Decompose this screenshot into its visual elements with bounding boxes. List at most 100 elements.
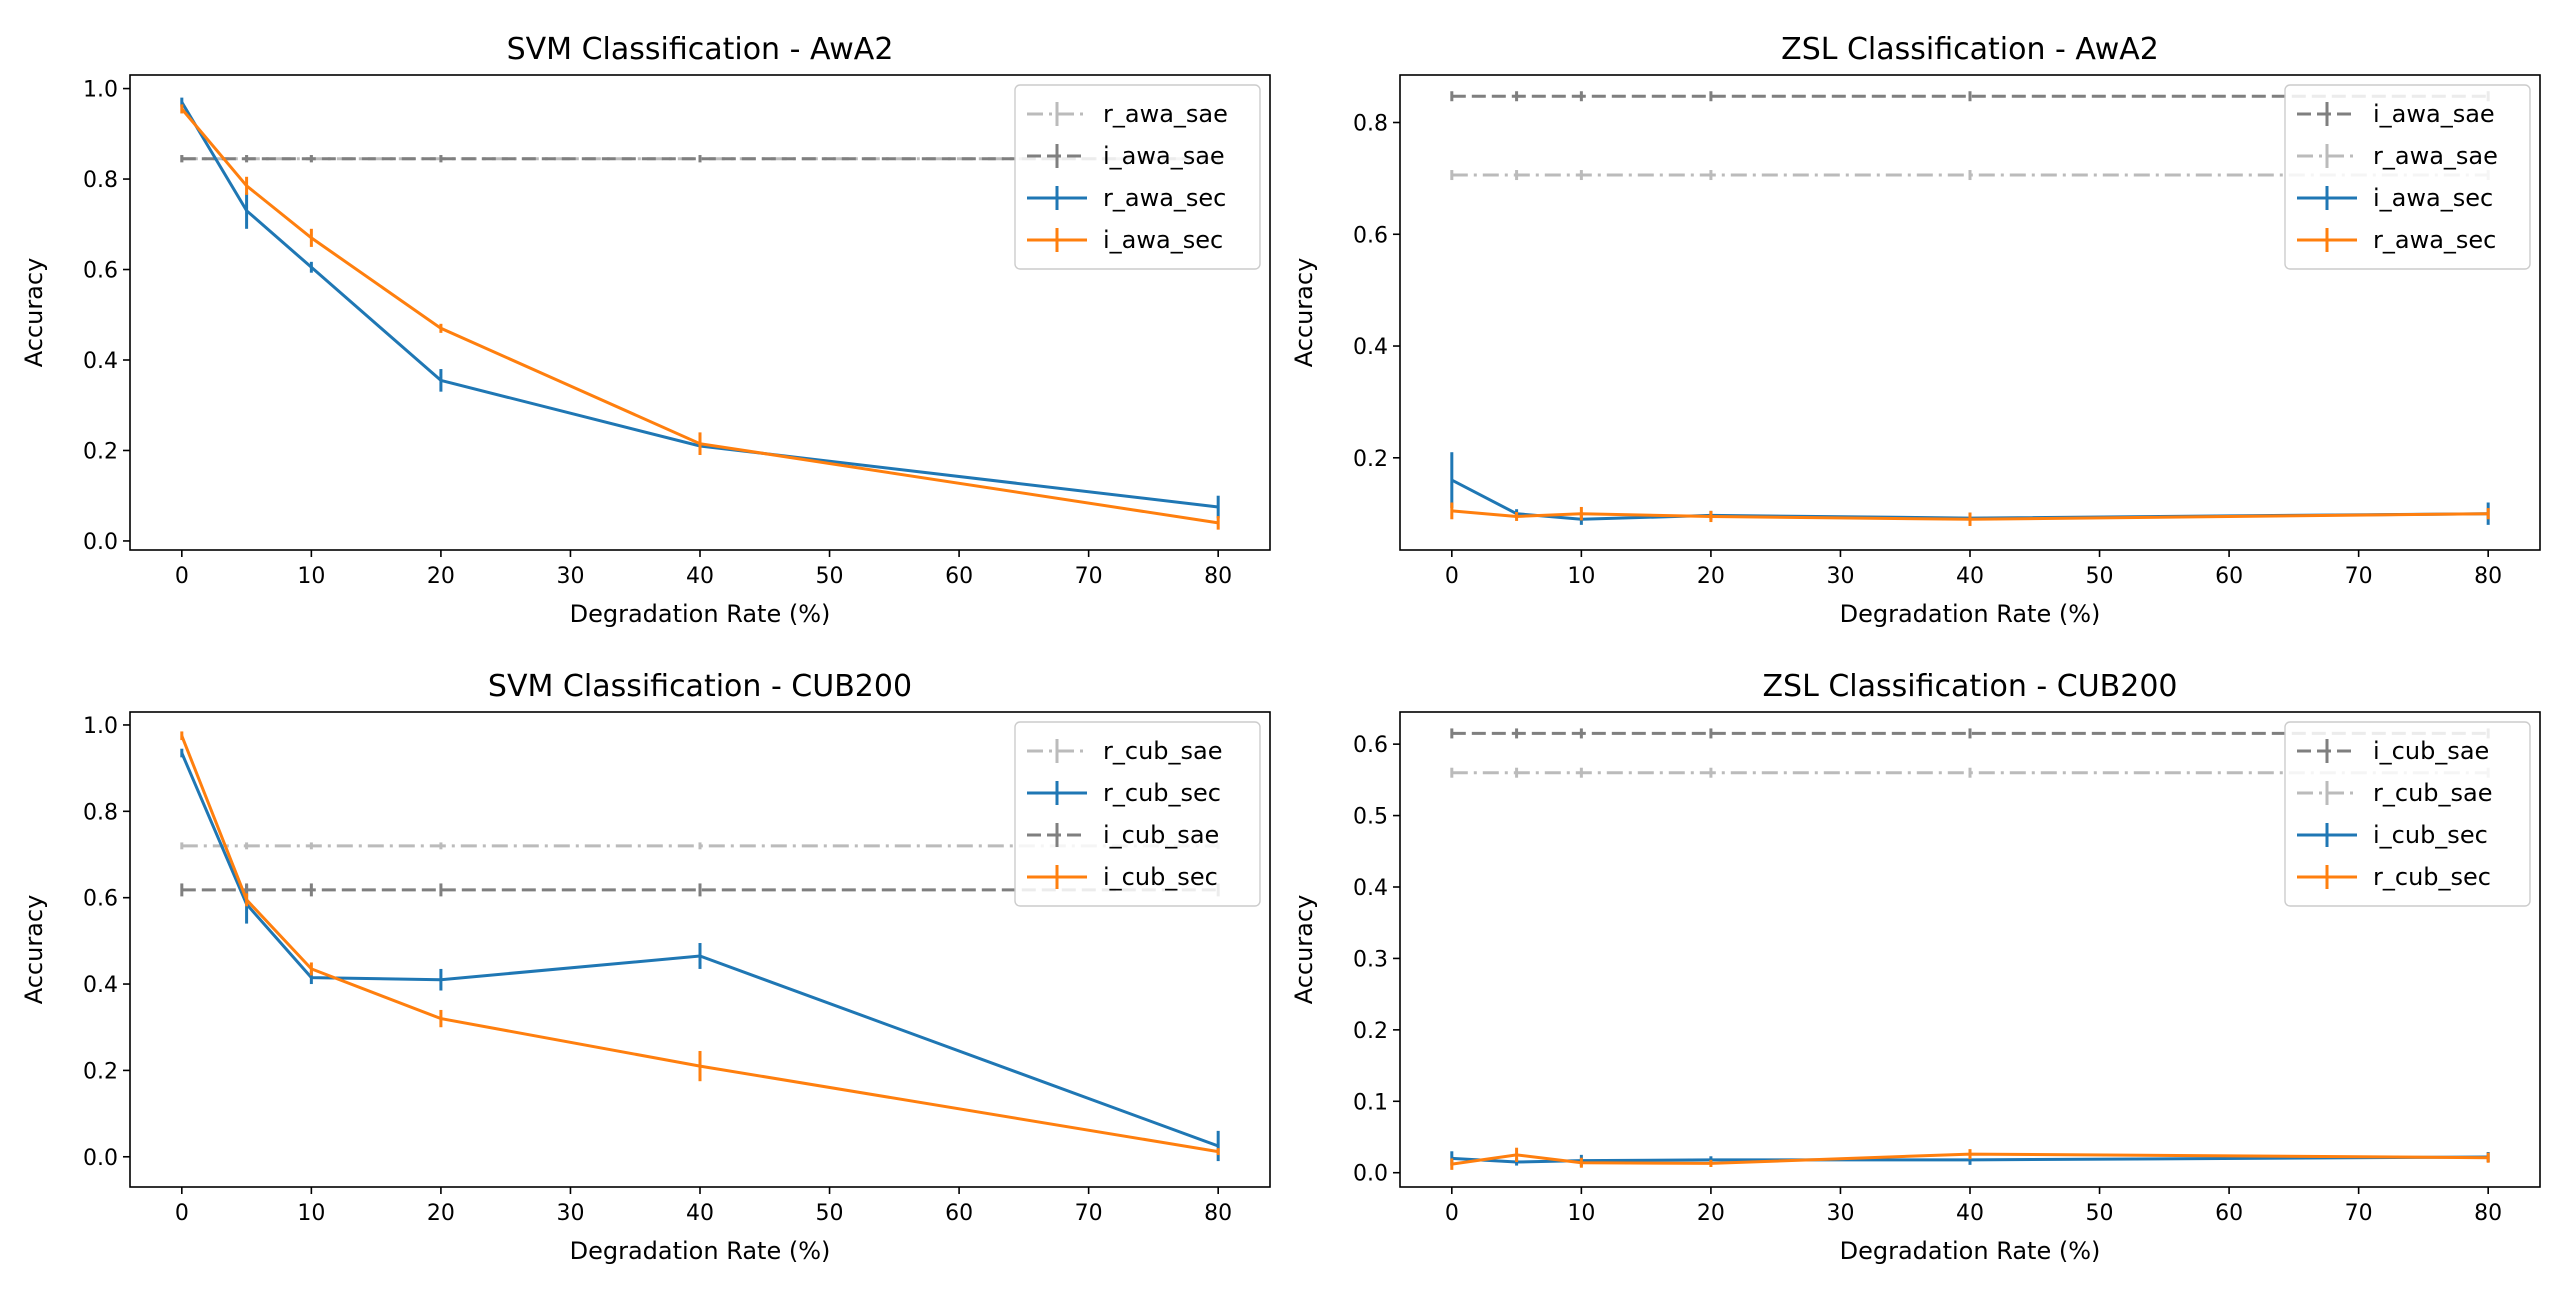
x-axis-label: Degradation Rate (%) bbox=[570, 600, 831, 628]
x-tick-label: 10 bbox=[297, 564, 325, 589]
x-tick-label: 30 bbox=[556, 1201, 584, 1226]
y-tick-label: 0.8 bbox=[83, 168, 118, 193]
x-tick-label: 0 bbox=[1445, 564, 1459, 589]
y-tick-label: 0.4 bbox=[83, 349, 118, 374]
y-axis-label: Accuracy bbox=[20, 258, 48, 368]
legend-label: r_awa_sec bbox=[1103, 184, 1226, 212]
legend-label: r_awa_sae bbox=[1103, 100, 1228, 128]
legend-label: i_awa_sae bbox=[1103, 142, 1225, 170]
y-tick-label: 0.4 bbox=[83, 973, 118, 998]
series-group bbox=[180, 731, 1220, 1162]
y-tick-label: 0.4 bbox=[1353, 876, 1388, 901]
series-line-i_cub_sec bbox=[180, 735, 1219, 1154]
y-tick-label: 0.5 bbox=[1353, 805, 1388, 830]
legend-label: i_awa_sae bbox=[2373, 100, 2495, 128]
x-tick-label: 30 bbox=[556, 564, 584, 589]
legend: i_awa_sae r_awa_sae i_awa_sec r_awa_sec bbox=[2284, 84, 2531, 270]
x-tick-label: 60 bbox=[2215, 564, 2243, 589]
x-tick-label: 80 bbox=[1204, 1201, 1232, 1226]
legend-label: r_awa_sae bbox=[2373, 142, 2498, 170]
series-group bbox=[1450, 728, 2490, 1170]
y-tick-label: 0.0 bbox=[83, 1146, 118, 1171]
legend-box bbox=[1014, 721, 1261, 907]
x-tick-label: 30 bbox=[1826, 1201, 1854, 1226]
legend-label: i_awa_sec bbox=[2373, 184, 2493, 212]
y-tick-label: 0.0 bbox=[83, 530, 118, 555]
legend-label: i_cub_sec bbox=[2373, 821, 2488, 849]
chart-panel-3: SVM Classification - CUB200 0 10 20 30 40 50 60… bbox=[20, 669, 1271, 1265]
legend: r_awa_sae i_awa_sae r_awa_sec i_awa_sec bbox=[1014, 84, 1261, 270]
legend-label: r_awa_sec bbox=[2373, 226, 2496, 254]
x-tick-label: 10 bbox=[1567, 1201, 1595, 1226]
series-line-r_awa_sec bbox=[1451, 509, 2489, 521]
x-tick-label: 40 bbox=[686, 564, 714, 589]
series-group bbox=[1450, 91, 2490, 526]
legend-label: r_cub_sae bbox=[1103, 737, 1222, 765]
x-axis-label: Degradation Rate (%) bbox=[1840, 1237, 2101, 1265]
legend-label: r_cub_sae bbox=[2373, 779, 2492, 807]
x-axis-label: Degradation Rate (%) bbox=[570, 1237, 831, 1265]
y-tick-label: 0.1 bbox=[1353, 1090, 1388, 1115]
x-tick-label: 10 bbox=[1567, 564, 1595, 589]
x-tick-label: 50 bbox=[2086, 1201, 2114, 1226]
x-tick-label: 40 bbox=[1956, 1201, 1984, 1226]
chart-title: SVM Classification - CUB200 bbox=[488, 669, 912, 704]
series-line-i_awa_sec bbox=[180, 107, 1219, 525]
y-tick-label: 0.2 bbox=[1353, 447, 1388, 472]
chart-title: ZSL Classification - AwA2 bbox=[1781, 32, 2159, 67]
y-tick-label: 0.3 bbox=[1353, 947, 1388, 972]
series-line-i_cub_sec bbox=[1451, 1155, 2489, 1164]
x-tick-label: 70 bbox=[2345, 564, 2373, 589]
chart-panel-1: SVM Classification - AwA2 0 10 20 30 40 50 60 70… bbox=[20, 32, 1271, 628]
x-tick-label: 60 bbox=[945, 1201, 973, 1226]
x-tick-label: 30 bbox=[1826, 564, 1854, 589]
y-tick-label: 0.8 bbox=[83, 800, 118, 825]
legend-label: i_cub_sae bbox=[1103, 821, 1219, 849]
x-tick-label: 70 bbox=[1075, 564, 1103, 589]
x-tick-label: 70 bbox=[1075, 1201, 1103, 1226]
chart-panel-4: ZSL Classification - CUB200 0 10 20 30 40 50 60… bbox=[1290, 669, 2541, 1265]
y-axis-label: Accuracy bbox=[20, 895, 48, 1005]
x-tick-label: 20 bbox=[427, 564, 455, 589]
series-group bbox=[180, 97, 1220, 530]
legend-label: i_awa_sec bbox=[1103, 226, 1223, 254]
x-tick-label: 40 bbox=[686, 1201, 714, 1226]
x-tick-label: 20 bbox=[427, 1201, 455, 1226]
x-tick-label: 20 bbox=[1697, 1201, 1725, 1226]
legend-box bbox=[1014, 84, 1261, 270]
y-tick-label: 1.0 bbox=[83, 714, 118, 739]
legend: r_cub_sae r_cub_sec i_cub_sae i_cub_sec bbox=[1014, 721, 1261, 907]
x-tick-label: 0 bbox=[175, 1201, 189, 1226]
legend-box bbox=[2284, 721, 2531, 907]
x-tick-label: 80 bbox=[1204, 564, 1232, 589]
x-tick-label: 0 bbox=[175, 564, 189, 589]
y-tick-label: 0.2 bbox=[1353, 1019, 1388, 1044]
chart-panel-2: ZSL Classification - AwA2 0 10 20 30 40 50 60 70… bbox=[1290, 32, 2541, 628]
x-tick-label: 50 bbox=[816, 564, 844, 589]
y-tick-label: 0.0 bbox=[1353, 1162, 1388, 1187]
y-tick-label: 0.4 bbox=[1353, 335, 1388, 360]
x-tick-label: 20 bbox=[1697, 564, 1725, 589]
legend-label: r_cub_sec bbox=[1103, 779, 1221, 807]
y-tick-label: 0.2 bbox=[83, 1059, 118, 1084]
y-tick-label: 0.2 bbox=[83, 439, 118, 464]
x-axis-label: Degradation Rate (%) bbox=[1840, 600, 2101, 628]
chart-title: ZSL Classification - CUB200 bbox=[1763, 669, 2178, 704]
legend: i_cub_sae r_cub_sae i_cub_sec r_cub_sec bbox=[2284, 721, 2531, 907]
y-tick-label: 0.8 bbox=[1353, 112, 1388, 137]
legend-label: i_cub_sae bbox=[2373, 737, 2489, 765]
y-tick-label: 0.6 bbox=[83, 887, 118, 912]
chart-title: SVM Classification - AwA2 bbox=[507, 32, 894, 67]
y-tick-label: 0.6 bbox=[1353, 223, 1388, 248]
y-tick-label: 0.6 bbox=[83, 259, 118, 284]
series-line-r_cub_sec bbox=[1451, 1152, 2489, 1166]
y-tick-label: 1.0 bbox=[83, 78, 118, 103]
x-tick-label: 70 bbox=[2345, 1201, 2373, 1226]
series-line-r_cub_sec bbox=[180, 752, 1219, 1148]
x-tick-label: 80 bbox=[2474, 564, 2502, 589]
legend-label: r_cub_sec bbox=[2373, 863, 2491, 891]
x-tick-label: 80 bbox=[2474, 1201, 2502, 1226]
y-axis-label: Accuracy bbox=[1290, 258, 1318, 368]
y-axis-label: Accuracy bbox=[1290, 895, 1318, 1005]
